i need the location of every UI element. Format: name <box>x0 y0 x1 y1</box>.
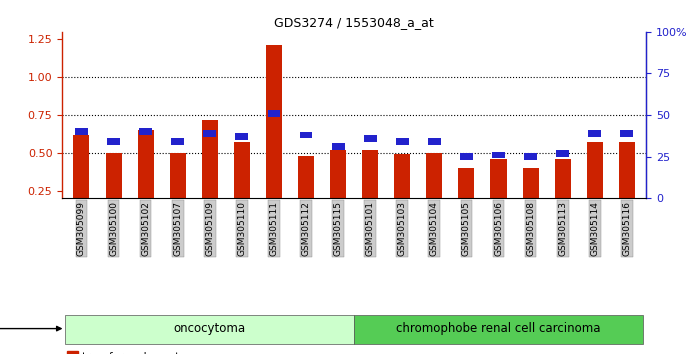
Bar <box>588 130 601 137</box>
Bar <box>330 150 346 198</box>
Bar <box>332 143 345 150</box>
Bar <box>426 153 442 198</box>
Bar <box>266 45 282 198</box>
Bar <box>300 132 312 138</box>
Bar <box>458 168 475 198</box>
Text: oncocytoma: oncocytoma <box>173 322 246 335</box>
Bar <box>66 315 354 343</box>
Bar <box>491 159 507 198</box>
Bar <box>354 315 643 343</box>
Bar <box>138 130 153 198</box>
Bar <box>75 129 88 135</box>
Bar <box>428 138 441 145</box>
Bar <box>170 153 186 198</box>
Bar <box>267 110 281 117</box>
Bar <box>203 130 216 137</box>
Bar <box>73 135 89 198</box>
Bar <box>363 135 377 142</box>
Bar <box>362 150 378 198</box>
Bar <box>202 120 218 198</box>
Legend: transformed count, percentile rank within the sample: transformed count, percentile rank withi… <box>68 352 258 354</box>
Bar <box>395 154 410 198</box>
Title: GDS3274 / 1553048_a_at: GDS3274 / 1553048_a_at <box>274 16 434 29</box>
Text: chromophobe renal cell carcinoma: chromophobe renal cell carcinoma <box>396 322 600 335</box>
Bar <box>619 142 635 198</box>
Bar <box>396 138 408 145</box>
Bar <box>524 153 537 160</box>
Bar <box>555 159 571 198</box>
Bar <box>234 142 250 198</box>
Bar <box>106 153 122 198</box>
Bar <box>139 129 152 135</box>
Bar <box>107 138 120 145</box>
Bar <box>236 133 248 140</box>
Bar <box>298 156 314 198</box>
Bar <box>556 150 569 156</box>
Bar <box>492 152 505 158</box>
Text: disease state: disease state <box>0 324 61 333</box>
Bar <box>522 168 538 198</box>
Bar <box>460 153 473 160</box>
Bar <box>587 142 603 198</box>
Bar <box>621 130 633 137</box>
Bar <box>171 138 184 145</box>
